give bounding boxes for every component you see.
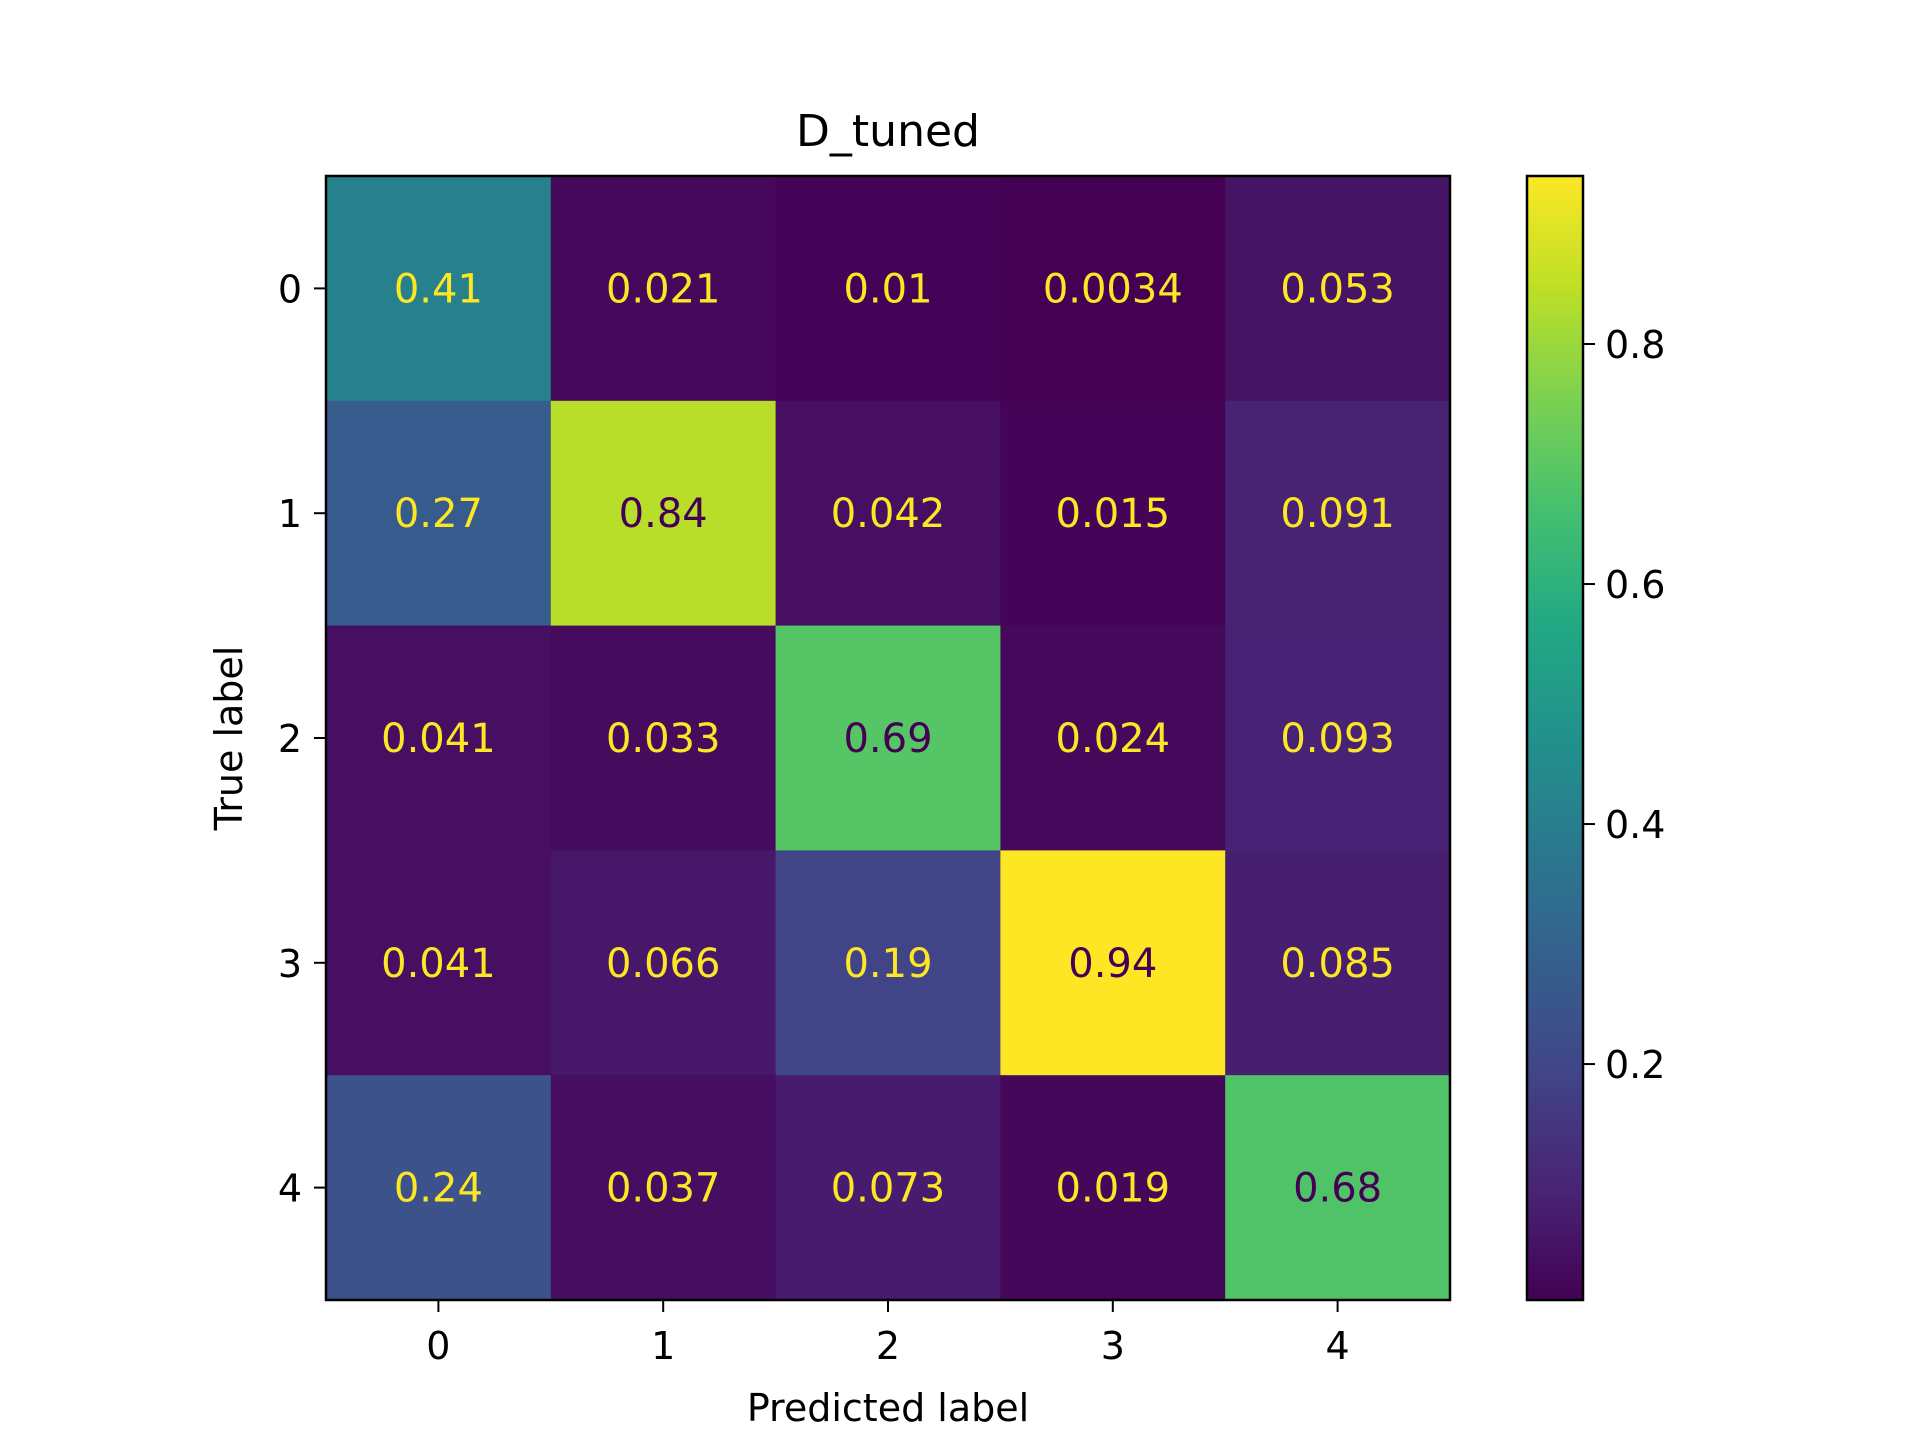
x-axis-ticks: 0 1 2 3 4 [426,1300,1350,1368]
cell-value-label: 0.066 [606,941,721,987]
heatmap-cell [326,1075,552,1301]
heatmap-cell [550,625,777,851]
cell-value-label: 0.091 [1280,491,1395,537]
x-tick-label: 3 [1101,1324,1125,1368]
cell-value-label: 0.073 [831,1166,946,1212]
heatmap-cell [775,400,1001,627]
y-tick-label: 0 [278,267,302,311]
cell-value-label: 0.94 [1068,941,1157,987]
heatmap-cell [550,400,777,627]
colorbar-tick-label: 0.2 [1605,1043,1665,1087]
cell-value-label: 0.037 [606,1166,721,1212]
cell-value-label: 0.021 [606,266,721,312]
cell-value-label: 0.015 [1056,491,1171,537]
cell-value-label: 0.41 [394,266,483,312]
heatmap-cell [775,625,1001,851]
cell-value-label: 0.68 [1293,1166,1382,1212]
x-tick-label: 1 [651,1324,675,1368]
heatmap-cell [1000,400,1226,627]
cell-value-label: 0.01 [843,266,932,312]
y-tick-label: 2 [278,717,302,761]
cell-value-label: 0.19 [843,941,932,987]
chart-title: D_tuned [796,106,980,157]
x-axis-label: Predicted label [747,1386,1029,1430]
colorbar-tick-label: 0.4 [1605,803,1665,847]
heatmap-cell [1225,1075,1451,1301]
cell-value-label: 0.093 [1280,716,1395,762]
x-tick-label: 2 [876,1324,900,1368]
cell-value-label: 0.24 [394,1166,483,1212]
heatmap-cell [1000,625,1226,851]
y-tick-label: 3 [278,942,302,986]
heatmap-cell [550,1075,777,1301]
colorbar-ticks: 0.2 0.4 0.6 0.8 [1583,323,1665,1087]
heatmap-cell [1000,850,1226,1076]
cell-value-label: 0.041 [381,716,496,762]
cell-value-label: 0.085 [1280,941,1395,987]
heatmap-cell [1225,400,1451,627]
heatmap-cell [326,400,552,627]
heatmap-cell [775,850,1001,1076]
colorbar [1525,174,1585,1302]
heatmap-cells [326,176,1451,1301]
heatmap-cell [1000,1075,1226,1301]
cell-value-label: 0.27 [394,491,483,537]
heatmap-cell [326,625,552,851]
cell-value-label: 0.0034 [1043,266,1183,312]
heatmap-cell [775,176,1001,402]
x-tick-label: 0 [426,1324,450,1368]
cell-value-label: 0.053 [1280,266,1395,312]
cell-value-label: 0.69 [843,716,932,762]
x-tick-label: 4 [1326,1324,1350,1368]
heatmap-cell [326,176,552,402]
heatmap-cell [1000,176,1226,402]
y-tick-label: 1 [278,492,302,536]
cell-value-label: 0.019 [1056,1166,1171,1212]
cell-value-label: 0.033 [606,716,721,762]
y-tick-label: 4 [278,1167,302,1211]
heatmap-cell [1225,176,1451,402]
cell-value-label: 0.042 [831,491,946,537]
colorbar-tick-label: 0.6 [1605,563,1665,607]
heatmap-cell [326,850,552,1076]
heatmap-cell [775,1075,1001,1301]
heatmap-cell [550,176,777,402]
cell-value-label: 0.041 [381,941,496,987]
heatmap-cell [1225,850,1451,1076]
y-axis-label: True label [207,646,251,832]
y-axis-ticks: 0 1 2 3 4 [278,267,326,1211]
colorbar-tick-label: 0.8 [1605,323,1665,367]
cell-value-labels: 0.41 0.021 0.01 0.0034 0.053 0.27 0.84 0.042 0.0… [381,266,1395,1211]
heatmap-cell [1225,625,1451,851]
cell-value-label: 0.024 [1056,716,1171,762]
cell-value-label: 0.84 [619,491,708,537]
heatmap-cell [550,850,777,1076]
